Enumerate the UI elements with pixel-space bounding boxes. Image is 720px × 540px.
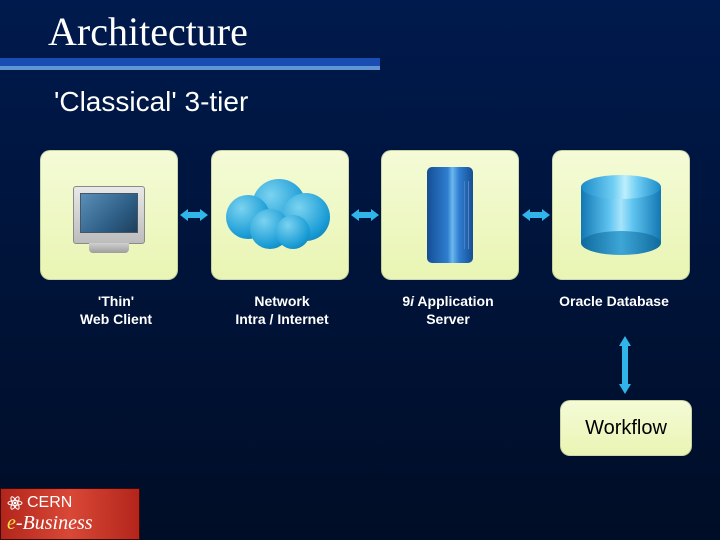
monitor-icon	[73, 186, 145, 244]
atom-icon	[7, 495, 23, 511]
footer-line2: e-Business	[7, 512, 139, 535]
tier-label-client: 'Thin' Web Client	[40, 292, 192, 328]
arrow-db-workflow	[614, 336, 636, 394]
arrow-network-appsrv	[351, 205, 379, 225]
title-underline	[0, 58, 380, 66]
title-underline-secondary	[0, 66, 380, 70]
database-icon	[581, 175, 661, 255]
workflow-box: Workflow	[560, 400, 692, 456]
tier-label-appsrv: 9i Application Server	[372, 292, 524, 328]
arrow-appsrv-db	[522, 205, 550, 225]
tiers-row	[40, 150, 690, 280]
tier-card-db	[552, 150, 690, 280]
slide-title: Architecture	[48, 8, 248, 55]
tier-label-db: Oracle Database	[538, 292, 690, 328]
footer-line1: CERN	[7, 494, 139, 512]
tier-card-network	[211, 150, 349, 280]
workflow-label: Workflow	[585, 417, 667, 440]
slide-subtitle: 'Classical' 3-tier	[54, 86, 248, 118]
footer-badge: CERN e-Business	[0, 488, 140, 540]
server-icon	[427, 167, 473, 263]
arrow-client-network	[180, 205, 208, 225]
tier-label-network: Network Intra / Internet	[206, 292, 358, 328]
tier-card-appsrv	[381, 150, 519, 280]
tier-labels: 'Thin' Web Client Network Intra / Intern…	[40, 292, 690, 328]
tier-card-client	[40, 150, 178, 280]
cloud-icon	[220, 175, 340, 255]
